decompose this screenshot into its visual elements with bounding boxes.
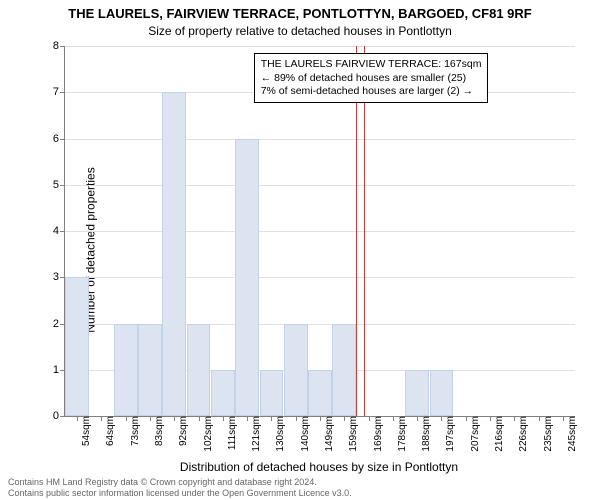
- footer-line-1: Contains HM Land Registry data © Crown c…: [8, 477, 352, 487]
- gridline: [65, 185, 575, 186]
- x-tick-label: 216sqm: [490, 416, 505, 452]
- x-tick-label: 149sqm: [320, 416, 335, 452]
- y-tick-label: 6: [53, 133, 65, 145]
- footer-attribution: Contains HM Land Registry data © Crown c…: [8, 477, 352, 498]
- bar: [211, 370, 235, 416]
- x-tick-label: 140sqm: [296, 416, 311, 452]
- x-tick-label: 169sqm: [369, 416, 384, 452]
- x-tick-label: 197sqm: [441, 416, 456, 452]
- y-tick-label: 8: [53, 40, 65, 52]
- y-tick-label: 0: [53, 410, 65, 422]
- info-box-line: 7% of semi-detached houses are larger (2…: [261, 85, 482, 98]
- y-tick-label: 2: [53, 318, 65, 330]
- y-tick-label: 4: [53, 225, 65, 237]
- bar: [260, 370, 284, 416]
- x-tick-label: 83sqm: [150, 416, 165, 446]
- y-tick-label: 7: [53, 86, 65, 98]
- x-tick-label: 64sqm: [101, 416, 116, 446]
- x-tick-label: 54sqm: [77, 416, 92, 446]
- bar: [332, 324, 356, 417]
- bar: [187, 324, 211, 417]
- bar: [235, 139, 259, 417]
- footer-line-2: Contains public sector information licen…: [8, 488, 352, 498]
- bar: [65, 277, 89, 416]
- bar: [405, 370, 429, 416]
- x-tick-label: 178sqm: [393, 416, 408, 452]
- gridline: [65, 46, 575, 47]
- x-tick-label: 111sqm: [223, 416, 238, 450]
- x-tick-label: 188sqm: [417, 416, 432, 452]
- x-tick-label: 207sqm: [466, 416, 481, 452]
- bar: [308, 370, 332, 416]
- gridline: [65, 139, 575, 140]
- bar: [284, 324, 308, 417]
- chart-title-sub: Size of property relative to detached ho…: [0, 24, 600, 38]
- x-tick-label: 102sqm: [199, 416, 214, 452]
- info-box-line: ← 89% of detached houses are smaller (25…: [261, 72, 482, 85]
- x-tick-label: 121sqm: [247, 416, 262, 452]
- x-tick-label: 130sqm: [271, 416, 286, 452]
- bar: [430, 370, 454, 416]
- info-box-line: THE LAURELS FAIRVIEW TERRACE: 167sqm: [261, 58, 482, 71]
- x-tick-label: 92sqm: [174, 416, 189, 446]
- x-tick-label: 159sqm: [344, 416, 359, 452]
- gridline: [65, 277, 575, 278]
- x-tick-label: 245sqm: [563, 416, 578, 452]
- y-tick-label: 3: [53, 271, 65, 283]
- x-tick-label: 226sqm: [514, 416, 529, 452]
- bar: [162, 92, 186, 416]
- chart-container: THE LAURELS, FAIRVIEW TERRACE, PONTLOTTY…: [0, 0, 600, 500]
- gridline: [65, 231, 575, 232]
- y-tick-label: 1: [53, 364, 65, 376]
- y-tick-label: 5: [53, 179, 65, 191]
- x-tick-label: 73sqm: [126, 416, 141, 446]
- bar: [138, 324, 162, 417]
- plot-area: 01234567854sqm64sqm73sqm83sqm92sqm102sqm…: [64, 46, 575, 417]
- x-tick-label: 235sqm: [539, 416, 554, 452]
- bar: [114, 324, 138, 417]
- x-axis-label: Distribution of detached houses by size …: [64, 460, 574, 474]
- chart-title-main: THE LAURELS, FAIRVIEW TERRACE, PONTLOTTY…: [0, 6, 600, 21]
- info-box: THE LAURELS FAIRVIEW TERRACE: 167sqm← 89…: [254, 53, 489, 102]
